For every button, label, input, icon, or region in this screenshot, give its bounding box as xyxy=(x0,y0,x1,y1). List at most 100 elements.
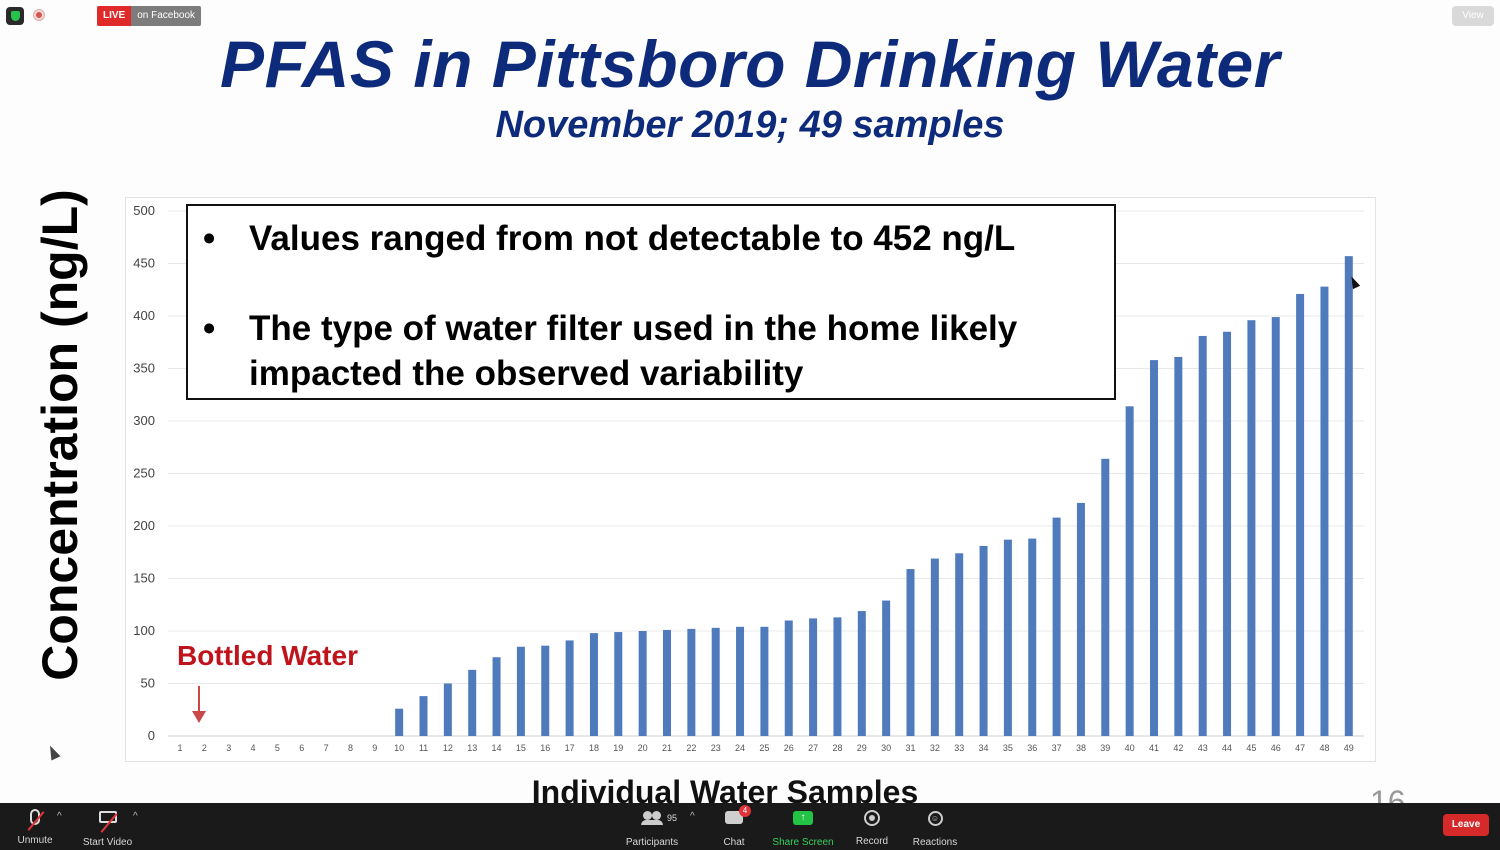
arrow-head-icon xyxy=(192,711,206,723)
x-tick-label: 37 xyxy=(1052,743,1062,753)
x-tick-label: 10 xyxy=(394,743,404,753)
bar xyxy=(663,629,671,736)
x-tick-label: 17 xyxy=(565,743,575,753)
x-tick-label: 44 xyxy=(1222,743,1232,753)
x-tick-label: 16 xyxy=(540,743,550,753)
bar xyxy=(1320,286,1329,736)
security-shield-icon[interactable] xyxy=(6,7,24,25)
bar xyxy=(638,631,647,736)
x-tick-label: 35 xyxy=(1003,743,1013,753)
chat-icon: 4 xyxy=(725,805,751,824)
y-tick-label: 450 xyxy=(133,256,155,271)
x-tick-label: 20 xyxy=(638,743,648,753)
x-tick-label: 23 xyxy=(711,743,721,753)
x-tick-label: 33 xyxy=(954,743,964,753)
x-tick-label: 6 xyxy=(299,743,304,753)
bar xyxy=(565,640,574,736)
record-icon xyxy=(864,810,880,826)
video-off-icon xyxy=(98,811,117,833)
x-tick-label: 3 xyxy=(226,743,231,753)
bar xyxy=(955,553,964,736)
x-tick-label: 22 xyxy=(686,743,696,753)
x-tick-label: 21 xyxy=(662,743,672,753)
bar xyxy=(711,627,720,736)
x-tick-label: 43 xyxy=(1198,743,1208,753)
x-tick-label: 2 xyxy=(202,743,207,753)
audio-options-caret[interactable]: ^ xyxy=(57,811,62,822)
bar xyxy=(979,545,988,736)
video-options-caret[interactable]: ^ xyxy=(133,811,138,822)
y-axis-label: Concentration (ng/L) xyxy=(32,189,88,681)
bar xyxy=(1028,538,1037,736)
bar xyxy=(395,708,404,736)
slide-subtitle: November 2019; 49 samples xyxy=(495,104,1005,146)
bar xyxy=(1076,502,1085,736)
share-screen-icon: ↑ xyxy=(793,811,813,825)
x-tick-label: 24 xyxy=(735,743,745,753)
bar xyxy=(930,558,939,736)
y-tick-label: 100 xyxy=(133,623,155,638)
bar xyxy=(1101,458,1110,736)
bar xyxy=(1003,539,1012,736)
bar xyxy=(736,626,745,736)
live-stream-badge[interactable]: LIVE on Facebook xyxy=(97,6,202,26)
y-tick-label: 200 xyxy=(133,518,155,533)
microphone-muted-icon xyxy=(27,809,45,831)
x-tick-label: 48 xyxy=(1319,743,1329,753)
x-tick-label: 13 xyxy=(467,743,477,753)
bar xyxy=(419,696,428,736)
record-label: Record xyxy=(855,836,889,847)
bar xyxy=(1198,335,1207,736)
bar xyxy=(760,626,769,736)
unmute-label: Unmute xyxy=(17,835,53,846)
bar xyxy=(833,617,842,736)
x-tick-label: 49 xyxy=(1344,743,1354,753)
bar xyxy=(1271,317,1280,736)
y-tick-label: 350 xyxy=(133,361,155,376)
participants-button[interactable]: 95 Participants xyxy=(622,807,682,848)
live-destination: on Facebook xyxy=(131,6,202,26)
leave-button[interactable]: Leave xyxy=(1443,814,1489,836)
y-tick-label: 0 xyxy=(148,728,155,743)
live-label: LIVE xyxy=(97,6,132,26)
callout-text-1: Values ranged from not detectable to 452… xyxy=(249,219,1016,258)
start-video-button[interactable]: Start Video xyxy=(80,807,135,848)
y-tick-label: 300 xyxy=(133,413,155,428)
bullet-marker: • xyxy=(203,219,216,258)
unmute-button[interactable]: Unmute xyxy=(10,807,60,846)
bar xyxy=(882,600,891,736)
participants-icon xyxy=(641,811,663,825)
bar xyxy=(1247,320,1256,736)
bar xyxy=(784,620,793,736)
bar xyxy=(906,569,915,736)
x-tick-label: 42 xyxy=(1173,743,1183,753)
chat-button[interactable]: 4 Chat xyxy=(714,805,754,848)
chat-label: Chat xyxy=(723,837,745,848)
x-tick-label: 47 xyxy=(1295,743,1305,753)
bar xyxy=(492,657,501,736)
reactions-button[interactable]: ☺ Reactions xyxy=(910,807,960,848)
participants-options-caret[interactable]: ^ xyxy=(690,811,695,822)
bar xyxy=(1223,331,1232,736)
y-tick-label: 500 xyxy=(133,203,155,218)
start-video-label: Start Video xyxy=(82,837,133,848)
bar xyxy=(1344,256,1353,736)
x-tick-label: 19 xyxy=(613,743,623,753)
x-tick-label: 15 xyxy=(516,743,526,753)
bar xyxy=(443,683,452,736)
callout-text-2: The type of water filter used in the hom… xyxy=(249,309,1018,393)
y-tick-label: 250 xyxy=(133,466,155,481)
x-tick-label: 45 xyxy=(1246,743,1256,753)
share-screen-button[interactable]: ↑ Share Screen xyxy=(772,807,834,848)
participants-label: Participants xyxy=(625,837,679,848)
bar xyxy=(1052,517,1061,736)
bar xyxy=(1125,406,1134,736)
x-tick-label: 26 xyxy=(784,743,794,753)
callout-box: • Values ranged from not detectable to 4… xyxy=(186,204,1116,400)
view-button[interactable]: View xyxy=(1452,6,1494,26)
y-tick-label: 400 xyxy=(133,308,155,323)
x-tick-label: 28 xyxy=(832,743,842,753)
bar xyxy=(809,618,818,736)
record-button[interactable]: Record xyxy=(852,807,892,847)
x-tick-label: 46 xyxy=(1271,743,1281,753)
